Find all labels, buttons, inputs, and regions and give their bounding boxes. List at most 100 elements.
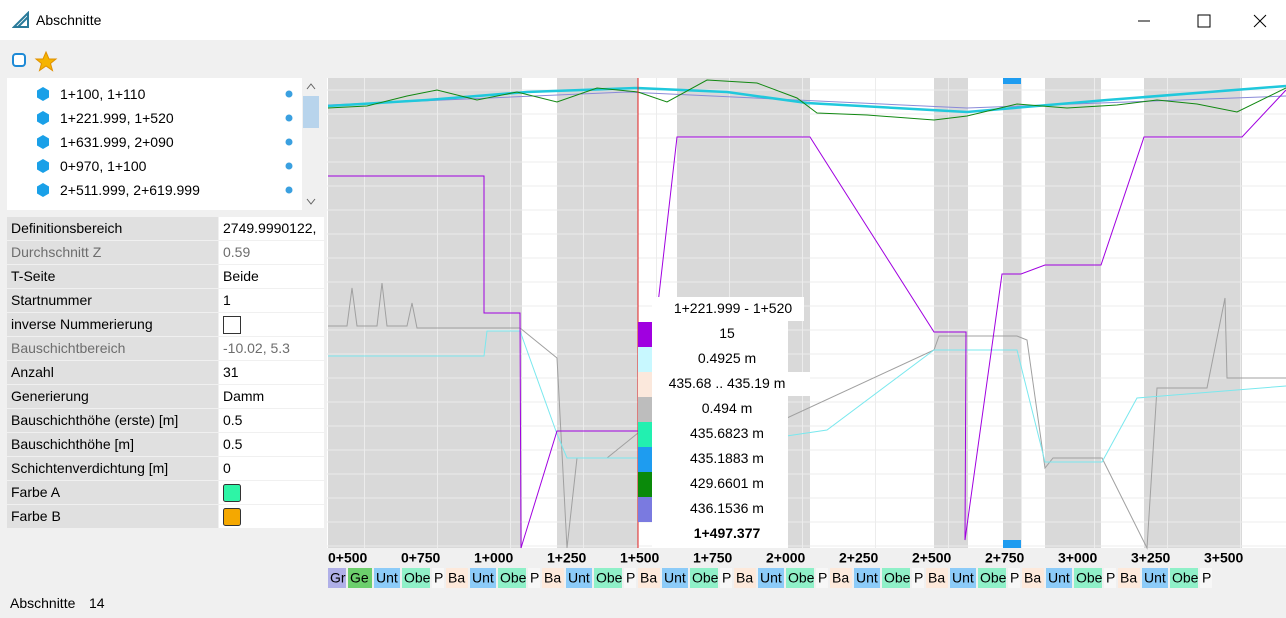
station-label: 0+500	[328, 550, 368, 566]
tooltip-text: 429.6601 m	[690, 475, 764, 491]
property-name: Anzahl	[7, 361, 218, 384]
item-icon	[37, 183, 49, 197]
layer-label: P	[818, 570, 827, 586]
layer-chip	[758, 568, 784, 588]
layer-label: Obe	[884, 570, 911, 586]
scrollbar[interactable]	[302, 78, 320, 210]
color-swatch[interactable]	[223, 484, 241, 502]
station-label: 2+750	[985, 550, 1025, 566]
property-row: Anzahl 31	[7, 361, 324, 385]
layer-chip	[1142, 568, 1168, 588]
layer-chip	[566, 568, 592, 588]
list-item[interactable]: 1+631.999, 2+090	[7, 130, 302, 154]
tooltip-text: 0.494 m	[702, 400, 753, 416]
layer-label: P	[434, 570, 443, 586]
station-label: 1+250	[547, 550, 587, 566]
layer-chip	[446, 568, 468, 588]
layer-chip	[882, 568, 910, 588]
list-item[interactable]: 1+100, 1+110	[7, 82, 302, 106]
station-label: 2+500	[912, 550, 952, 566]
station-label: 0+750	[401, 550, 441, 566]
property-value[interactable]: Beide	[219, 265, 324, 288]
tooltip-swatch	[638, 422, 652, 447]
layer-label: Ba	[1120, 570, 1137, 586]
layer-label: Unt	[1048, 570, 1070, 586]
layer-chip	[638, 568, 660, 588]
tooltip-swatch	[638, 472, 652, 497]
station-label: 2+000	[766, 550, 806, 566]
property-value[interactable]: 31	[219, 361, 324, 384]
checkbox[interactable]	[223, 316, 241, 334]
property-value[interactable]	[219, 505, 324, 528]
layer-label: P	[722, 570, 731, 586]
station-label: 3+000	[1058, 550, 1098, 566]
item-dot	[285, 162, 293, 170]
property-name: Generierung	[7, 385, 218, 408]
property-name: Bauschichtbereich	[7, 337, 218, 360]
layer-chip	[978, 568, 1006, 588]
property-value[interactable]: Damm	[219, 385, 324, 408]
layer-label: P	[914, 570, 923, 586]
item-icon	[37, 135, 49, 149]
property-row: inverse Nummerierung	[7, 313, 324, 337]
tooltip-text: 435.1883 m	[690, 450, 764, 466]
item-label: 1+631.999, 2+090	[60, 134, 174, 150]
swatch-fill	[223, 508, 241, 526]
window-title: Abschnitte	[36, 12, 102, 28]
property-value[interactable]: 2749.9990122,	[219, 217, 324, 240]
layer-label: Obe	[500, 570, 527, 586]
property-row: Bauschichthöhe [m] 0.5	[7, 433, 324, 457]
toolbar[interactable]	[10, 50, 60, 72]
tooltip-bg	[652, 297, 788, 548]
layer-label: Ba	[928, 570, 945, 586]
layer-chip	[432, 568, 444, 588]
layer-label: P	[626, 570, 635, 586]
layer-chip	[926, 568, 948, 588]
section-list[interactable]: 1+100, 1+110 1+221.999, 1+520 1+631.999, 2…	[7, 78, 320, 210]
list-item[interactable]: 1+221.999, 1+520	[7, 106, 302, 130]
station-label: 1+750	[693, 550, 733, 566]
list-item[interactable]: 0+970, 1+100	[7, 154, 302, 178]
layer-label: Unt	[1144, 570, 1166, 586]
station-label: 1+000	[474, 550, 514, 566]
layer-label: Unt	[664, 570, 686, 586]
layer-label: Ba	[640, 570, 657, 586]
item-label: 1+100, 1+110	[60, 86, 146, 102]
property-value[interactable]: 0	[219, 457, 324, 480]
property-name: Definitionsbereich	[7, 217, 218, 240]
item-label: 1+221.999, 1+520	[60, 110, 174, 126]
layer-label: P	[1202, 570, 1211, 586]
color-swatch[interactable]	[223, 508, 241, 526]
station-label: 2+250	[839, 550, 879, 566]
property-name: Farbe A	[7, 481, 218, 504]
layer-label: Unt	[856, 570, 878, 586]
layer-chip	[348, 568, 372, 588]
property-row: Startnummer 1	[7, 289, 324, 313]
property-name: Farbe B	[7, 505, 218, 528]
property-value[interactable]	[219, 313, 324, 336]
layer-label: Ge	[350, 570, 369, 586]
status-count: 14	[89, 595, 105, 611]
property-name: Schichtenverdichtung [m]	[7, 457, 218, 480]
tooltip-text: 1+221.999 - 1+520	[674, 300, 793, 316]
tooltip-swatch	[638, 397, 652, 422]
list-item[interactable]: 2+511.999, 2+619.999	[7, 178, 302, 202]
property-value[interactable]: 0.5	[219, 433, 324, 456]
layer-chip	[912, 568, 924, 588]
property-value[interactable]: 0.5	[219, 409, 324, 432]
window-controls[interactable]	[1130, 10, 1280, 32]
property-value[interactable]	[219, 481, 324, 504]
swatch-fill	[223, 484, 241, 502]
tooltip-swatch	[638, 497, 652, 522]
station-label: 1+500	[620, 550, 660, 566]
layer-chip	[720, 568, 732, 588]
layer-chip	[816, 568, 828, 588]
property-name: Bauschichthöhe [m]	[7, 433, 218, 456]
property-value[interactable]: 1	[219, 289, 324, 312]
property-row: Farbe B	[7, 505, 324, 529]
layer-chip	[402, 568, 430, 588]
layer-label: Unt	[472, 570, 494, 586]
title-bar: Abschnitte	[0, 0, 1286, 40]
layer-label: Obe	[788, 570, 815, 586]
